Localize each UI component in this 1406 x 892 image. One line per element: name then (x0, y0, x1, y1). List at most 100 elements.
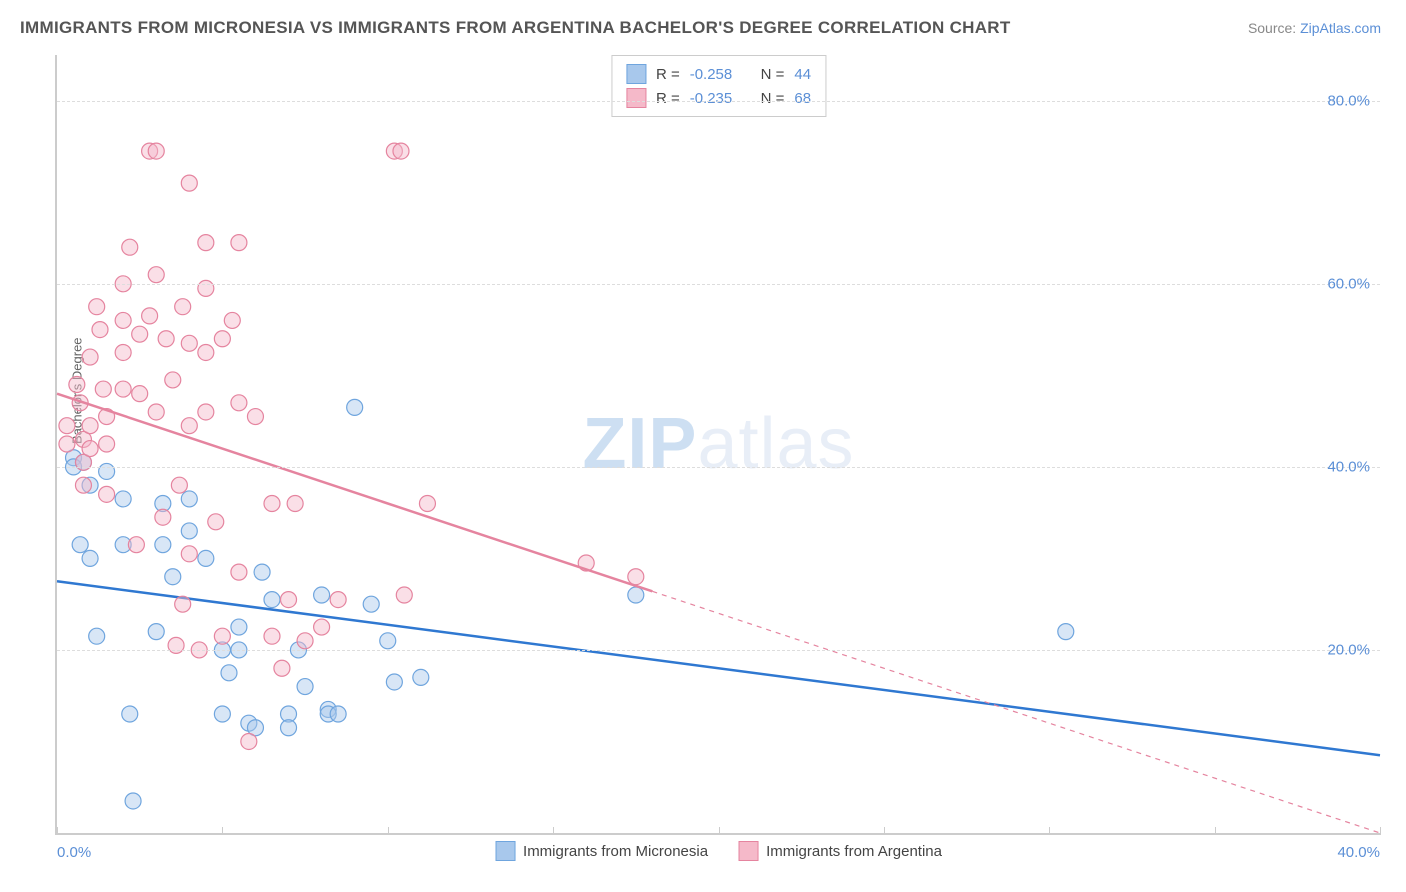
gridline (57, 650, 1380, 651)
data-point (168, 637, 184, 653)
n-label-1: N = (761, 90, 785, 107)
data-point (82, 441, 98, 457)
data-point (214, 331, 230, 347)
data-point (115, 491, 131, 507)
trend-line (57, 394, 652, 592)
chart-title: IMMIGRANTS FROM MICRONESIA VS IMMIGRANTS… (20, 18, 1011, 38)
data-point (363, 596, 379, 612)
y-tick-label: 60.0% (1327, 275, 1370, 292)
x-tick-label: 0.0% (57, 844, 91, 861)
data-point (198, 235, 214, 251)
chart-container: IMMIGRANTS FROM MICRONESIA VS IMMIGRANTS… (0, 0, 1406, 892)
legend-swatch-1 (738, 841, 758, 861)
data-point (413, 669, 429, 685)
data-point (419, 495, 435, 511)
data-point (82, 418, 98, 434)
data-point (171, 477, 187, 493)
data-point (75, 477, 91, 493)
data-point (69, 377, 85, 393)
y-tick-label: 20.0% (1327, 641, 1370, 658)
chart-svg (57, 55, 1380, 833)
data-point (628, 569, 644, 585)
legend-item-1: Immigrants from Argentina (738, 841, 942, 861)
data-point (386, 674, 402, 690)
data-point (175, 596, 191, 612)
data-point (82, 349, 98, 365)
trend-line-dashed (652, 591, 1380, 833)
source-label: Source: (1248, 20, 1296, 36)
data-point (396, 587, 412, 603)
x-tick (1215, 827, 1216, 835)
r-label-1: R = (656, 90, 680, 107)
series-legend: Immigrants from Micronesia Immigrants fr… (495, 841, 942, 861)
x-tick-label: 40.0% (1337, 844, 1380, 861)
data-point (264, 495, 280, 511)
data-point (330, 592, 346, 608)
n-value-0: 44 (794, 66, 811, 83)
stats-legend-box: R = -0.258 N = 44 R = -0.235 N = 68 (611, 55, 826, 117)
data-point (297, 679, 313, 695)
x-tick (388, 827, 389, 835)
data-point (198, 404, 214, 420)
data-point (148, 624, 164, 640)
data-point (347, 399, 363, 415)
r-value-0: -0.258 (690, 66, 733, 83)
data-point (89, 299, 105, 315)
data-point (231, 619, 247, 635)
data-point (264, 628, 280, 644)
data-point (99, 486, 115, 502)
swatch-series-0 (626, 64, 646, 84)
data-point (82, 550, 98, 566)
data-point (125, 793, 141, 809)
legend-label-1: Immigrants from Argentina (766, 843, 942, 860)
legend-swatch-0 (495, 841, 515, 861)
x-tick (884, 827, 885, 835)
data-point (148, 143, 164, 159)
data-point (214, 706, 230, 722)
data-point (132, 326, 148, 342)
data-point (214, 628, 230, 644)
plot-area: Bachelor's Degree ZIPatlas R = -0.258 N … (55, 55, 1380, 835)
stats-row-0: R = -0.258 N = 44 (626, 62, 811, 86)
data-point (231, 564, 247, 580)
data-point (142, 308, 158, 324)
data-point (115, 312, 131, 328)
data-point (221, 665, 237, 681)
data-point (224, 312, 240, 328)
data-point (181, 491, 197, 507)
data-point (99, 436, 115, 452)
data-point (181, 523, 197, 539)
x-tick (553, 827, 554, 835)
gridline (57, 467, 1380, 468)
data-point (198, 344, 214, 360)
x-tick (1380, 827, 1381, 835)
data-point (99, 463, 115, 479)
data-point (89, 628, 105, 644)
x-tick (57, 827, 58, 835)
data-point (287, 495, 303, 511)
n-value-1: 68 (794, 90, 811, 107)
data-point (122, 239, 138, 255)
data-point (148, 267, 164, 283)
data-point (122, 706, 138, 722)
x-tick (222, 827, 223, 835)
gridline (57, 284, 1380, 285)
source-attribution: Source: ZipAtlas.com (1248, 20, 1381, 36)
data-point (231, 395, 247, 411)
r-label-0: R = (656, 66, 680, 83)
data-point (155, 537, 171, 553)
data-point (115, 344, 131, 360)
data-point (181, 546, 197, 562)
stats-row-1: R = -0.235 N = 68 (626, 86, 811, 110)
data-point (181, 418, 197, 434)
data-point (254, 564, 270, 580)
data-point (181, 175, 197, 191)
source-link[interactable]: ZipAtlas.com (1300, 20, 1381, 36)
data-point (274, 660, 290, 676)
data-point (158, 331, 174, 347)
data-point (148, 404, 164, 420)
data-point (165, 372, 181, 388)
data-point (92, 322, 108, 338)
data-point (380, 633, 396, 649)
legend-item-0: Immigrants from Micronesia (495, 841, 708, 861)
